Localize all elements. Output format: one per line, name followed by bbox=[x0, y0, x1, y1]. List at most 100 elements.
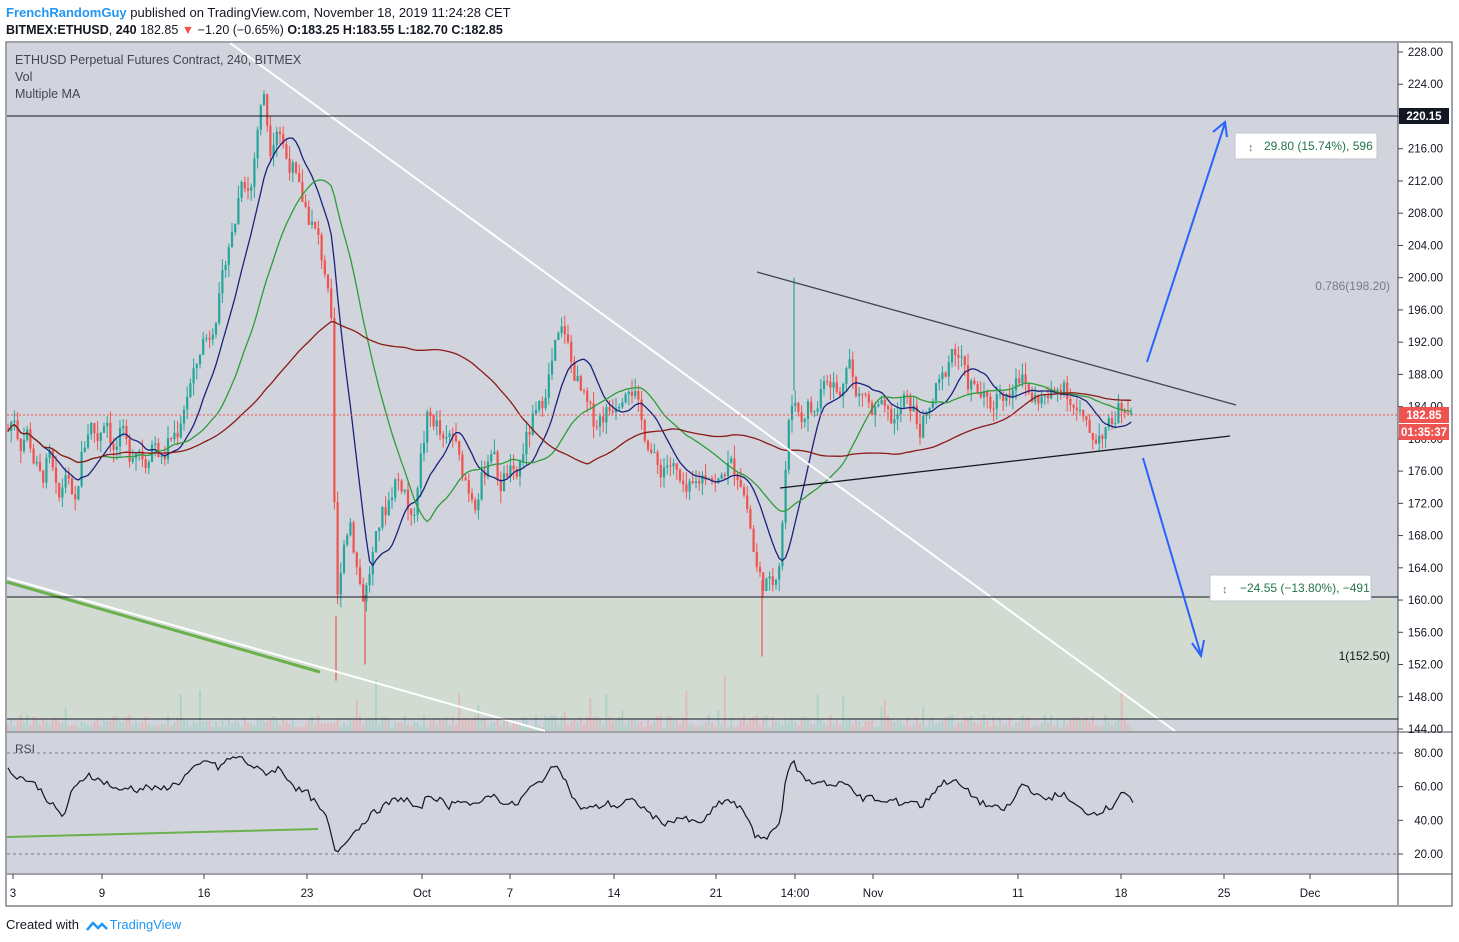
candle-body bbox=[566, 334, 570, 342]
volume-bar bbox=[141, 722, 144, 731]
ma-line bbox=[7, 179, 1132, 523]
candle-body bbox=[918, 423, 922, 438]
candle-body bbox=[992, 408, 995, 410]
volume-bar bbox=[154, 725, 157, 731]
candle-body bbox=[826, 381, 829, 383]
volume-bar bbox=[1079, 718, 1081, 731]
candle-body bbox=[544, 397, 547, 409]
volume-bar bbox=[1015, 722, 1017, 731]
white-lower-line[interactable] bbox=[6, 577, 546, 732]
price-tick-label: 156.00 bbox=[1408, 627, 1443, 639]
candle-body bbox=[285, 144, 288, 159]
candle-body bbox=[704, 475, 707, 480]
volume-bar bbox=[906, 717, 909, 731]
time-tick-label: 23 bbox=[301, 888, 314, 900]
candle-body bbox=[621, 402, 624, 408]
volume-bar bbox=[512, 722, 515, 731]
volume-bar bbox=[915, 717, 918, 731]
volume-bar bbox=[941, 721, 944, 731]
candle-body bbox=[438, 420, 442, 435]
candle-body bbox=[237, 197, 240, 224]
candle-body bbox=[515, 469, 518, 477]
time-tick-label: Dec bbox=[1300, 888, 1321, 900]
arrow-down[interactable] bbox=[1142, 457, 1202, 656]
volume-bar bbox=[685, 690, 688, 731]
candle-body bbox=[934, 383, 938, 401]
author-link[interactable]: FrenchRandomGuy bbox=[6, 5, 127, 20]
volume-bar bbox=[1024, 718, 1027, 731]
candle-body bbox=[227, 247, 230, 265]
tradingview-link[interactable]: TradingView bbox=[109, 917, 182, 932]
created-with: Created with bbox=[6, 917, 79, 932]
candle-body bbox=[307, 206, 310, 225]
high-value: H:183.55 bbox=[342, 23, 395, 37]
candle-body bbox=[224, 264, 227, 271]
measure-icon: ↕ bbox=[1248, 142, 1254, 154]
volume-bar bbox=[935, 724, 937, 731]
candle-body bbox=[822, 381, 826, 389]
candle-body bbox=[384, 507, 387, 515]
target-down-box[interactable] bbox=[1209, 574, 1372, 602]
triangle-upper-line[interactable] bbox=[756, 271, 1237, 406]
volume-bar bbox=[77, 726, 80, 731]
candle-body bbox=[589, 401, 592, 404]
candle-body bbox=[806, 401, 810, 420]
candle-body bbox=[298, 172, 301, 183]
volume-bar bbox=[99, 726, 102, 731]
candle-body bbox=[211, 334, 214, 340]
volume-bar bbox=[554, 715, 557, 731]
candle-body bbox=[480, 472, 483, 500]
volume-bar bbox=[736, 726, 739, 731]
candle-body bbox=[816, 408, 819, 412]
volume-bar bbox=[48, 723, 51, 731]
white-downtrend-line[interactable] bbox=[229, 42, 1176, 732]
volume-bar bbox=[61, 723, 64, 731]
candle-body bbox=[518, 461, 522, 477]
candle-body bbox=[906, 394, 909, 396]
volume-bar bbox=[573, 720, 576, 731]
candle-body bbox=[880, 399, 883, 405]
volume-bar bbox=[826, 725, 829, 731]
candle-body bbox=[74, 494, 77, 500]
volume-bar bbox=[557, 724, 560, 731]
candle-body bbox=[902, 394, 906, 408]
volume-bar bbox=[10, 719, 13, 731]
volume-bar bbox=[1047, 722, 1049, 731]
rsi-green-line[interactable] bbox=[6, 828, 319, 838]
candle-body bbox=[928, 407, 931, 413]
volume-bar bbox=[432, 719, 435, 731]
volume-bar bbox=[679, 725, 681, 731]
arrow-up[interactable] bbox=[1146, 122, 1226, 363]
candle-body bbox=[944, 372, 947, 377]
candle-body bbox=[592, 403, 595, 427]
volume-bar bbox=[695, 726, 697, 731]
candle-body bbox=[1123, 410, 1126, 414]
triangle-lower-line[interactable] bbox=[779, 435, 1231, 489]
legend-vol: Vol bbox=[15, 70, 32, 84]
volume-bar bbox=[867, 720, 870, 731]
candle-body bbox=[800, 412, 803, 423]
volume-bar bbox=[243, 717, 246, 731]
candle-body bbox=[442, 434, 445, 439]
volume-bar bbox=[842, 696, 845, 731]
candle-body bbox=[1117, 402, 1120, 424]
candle-body bbox=[576, 376, 579, 381]
target-up-box[interactable] bbox=[1234, 132, 1378, 160]
candle-body bbox=[186, 396, 189, 410]
volume-bar bbox=[467, 720, 470, 731]
countdown-tag bbox=[1399, 424, 1449, 440]
volume-bar bbox=[125, 716, 128, 731]
candle-body bbox=[659, 464, 662, 478]
volume-bar bbox=[1130, 726, 1133, 731]
volume-bar bbox=[256, 718, 259, 731]
candle-body bbox=[1043, 395, 1046, 397]
volume-bar bbox=[768, 726, 771, 731]
price-tick-label: 192.00 bbox=[1408, 337, 1443, 349]
volume-bar bbox=[487, 725, 489, 731]
candle-body bbox=[797, 402, 800, 413]
candle-body bbox=[627, 391, 630, 395]
candle-body bbox=[858, 393, 861, 397]
candle-body bbox=[496, 451, 499, 480]
candle-body bbox=[618, 407, 621, 409]
